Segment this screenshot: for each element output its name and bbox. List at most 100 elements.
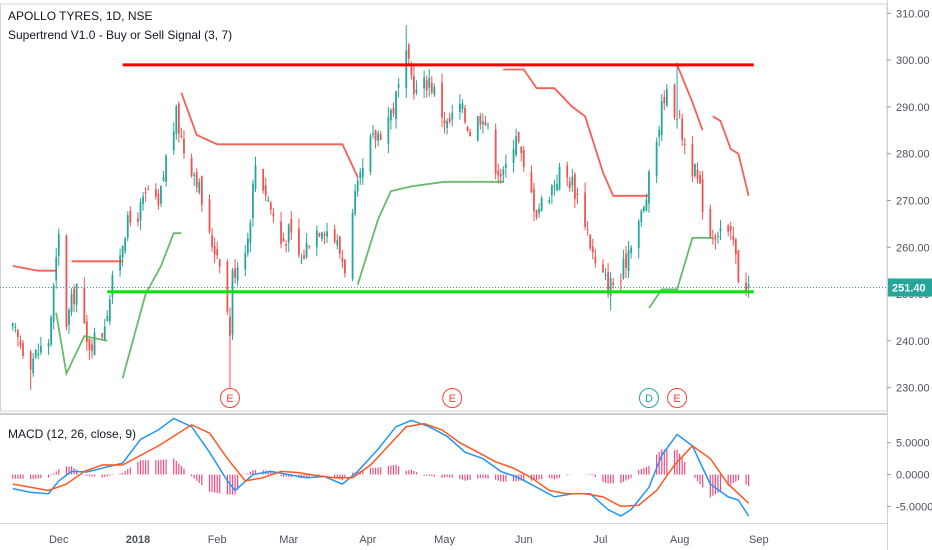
candle-body [550,185,553,195]
macd-tick-label: -5.0000 [896,501,932,513]
candle-body [681,118,684,140]
candle-body [512,149,515,164]
candle-body [70,293,73,313]
candle-body [589,234,592,249]
candle-body [333,229,336,242]
candle-body [530,172,533,193]
candle-body [461,103,464,110]
candle-body [73,288,75,304]
candle-body [663,96,666,104]
candle-body [160,185,162,204]
earnings-marker[interactable]: E [442,388,463,408]
candle-body [111,275,114,298]
candle-body [193,174,196,177]
event-label: E [226,393,233,405]
earnings-marker[interactable]: E [219,388,240,408]
candle-body [91,344,93,351]
candle-body [515,136,518,155]
candle-body [19,340,22,346]
candle-body [556,184,558,191]
candle-body [101,333,104,338]
candle-body [356,181,359,192]
candle-body [696,169,699,179]
candle-body [701,179,704,212]
candle-body [336,240,339,246]
candle-body [405,50,408,89]
candle-body [413,75,415,95]
candle-body [300,259,303,261]
candle-body [729,226,732,231]
candle-body [586,229,589,231]
candle-body [504,164,507,168]
candle-body [604,274,607,276]
candle-body [126,215,129,238]
candle-body [229,316,231,337]
candle-body [180,135,183,138]
candle-body [584,192,586,227]
candle-body [37,353,40,356]
symbol-title: APOLLO TYRES, 1D, NSE [8,9,153,23]
candle-body [142,196,144,204]
time-tick-label: Dec [49,534,69,546]
supertrend [12,64,750,379]
candle-body [298,228,300,256]
candle-body [425,80,428,91]
candle-body [619,280,622,282]
candle-body [395,91,397,119]
candle-body [195,172,198,188]
candle-body [369,136,372,172]
candle-body [244,253,247,270]
event-circle [667,388,688,408]
event-label: E [673,393,680,405]
candle-body [124,238,127,252]
candle-body [16,330,19,337]
candle-body [576,193,579,195]
price-tick-label: 230.00 [896,383,930,395]
candle-body [709,209,712,237]
supertrend-down-line [676,64,704,131]
candle-body [55,257,58,281]
candle-body [640,210,643,222]
candle-body [85,321,88,343]
candle-body [249,222,252,244]
candle-body [548,200,551,203]
candle-body [88,338,91,350]
candle-body [602,264,604,272]
candle-body [305,242,308,257]
price-tick-label: 280.00 [896,149,930,161]
candle-body [218,259,221,267]
macd-line [12,417,750,517]
earnings-marker[interactable]: E [667,388,688,408]
candle-body [139,202,142,221]
candle-body [637,221,640,249]
candle-body [464,108,466,123]
candle-body [558,166,561,190]
event-circle [442,388,463,408]
candle-body [683,143,686,146]
supertrend-up-line [121,232,182,379]
candle-body [341,257,344,262]
supertrend-up-line [648,237,713,309]
candle-body [745,282,747,293]
candle-body [280,221,282,244]
candle-body [481,121,484,125]
candle-body [732,236,735,241]
candle-body [392,108,395,114]
candle-body [226,261,229,312]
candle-body [269,202,272,210]
candle-body [216,249,219,256]
candle-body [39,346,42,353]
candle-body [691,144,694,177]
candle-body [200,176,203,205]
candle-body [157,193,160,206]
candle-body [83,287,86,324]
candle-body [568,181,571,188]
candle-body [65,236,68,327]
price-tick-label: 260.00 [896,242,930,254]
macd-title: MACD (12, 26, close, 9) [8,427,137,441]
dividend-marker[interactable]: D [638,388,659,408]
supertrend-down-line [712,115,750,197]
candle-body [213,245,216,255]
candle-body [494,129,497,174]
